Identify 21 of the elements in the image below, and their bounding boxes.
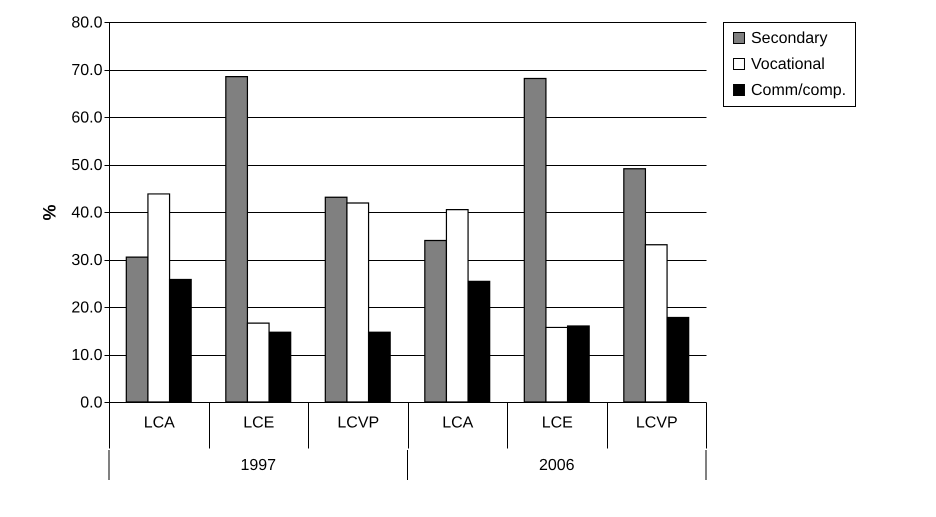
x-tick-label: LCVP xyxy=(337,414,380,432)
x-tick-label: LCA xyxy=(442,414,474,432)
y-tick-label: 70.0 xyxy=(71,62,103,79)
x-tick-label: LCA xyxy=(144,414,176,432)
x-tick-label: LCE xyxy=(542,414,573,432)
legend-label: Secondary xyxy=(751,30,828,47)
y-tick-label: 40.0 xyxy=(71,204,103,222)
x-tick-label: LCE xyxy=(243,414,274,432)
y-tick-label: 30.0 xyxy=(71,252,103,269)
legend-label: Vocational xyxy=(751,56,825,73)
y-tick-label: 20.0 xyxy=(71,300,103,316)
y-tick-label: 0.0 xyxy=(80,394,103,412)
y-axis-title: % xyxy=(39,204,60,221)
y-tick-label: 80.0 xyxy=(71,14,103,32)
y-tick-label: 50.0 xyxy=(71,157,103,174)
y-tick-label: 60.0 xyxy=(71,110,103,126)
text: 2006 xyxy=(538,457,575,474)
y-tick-label: 10.0 xyxy=(71,347,103,364)
text: 1997 xyxy=(240,457,276,474)
legend-label: Comm/comp. xyxy=(751,82,846,99)
x-tick-label: LCVP xyxy=(636,414,678,432)
